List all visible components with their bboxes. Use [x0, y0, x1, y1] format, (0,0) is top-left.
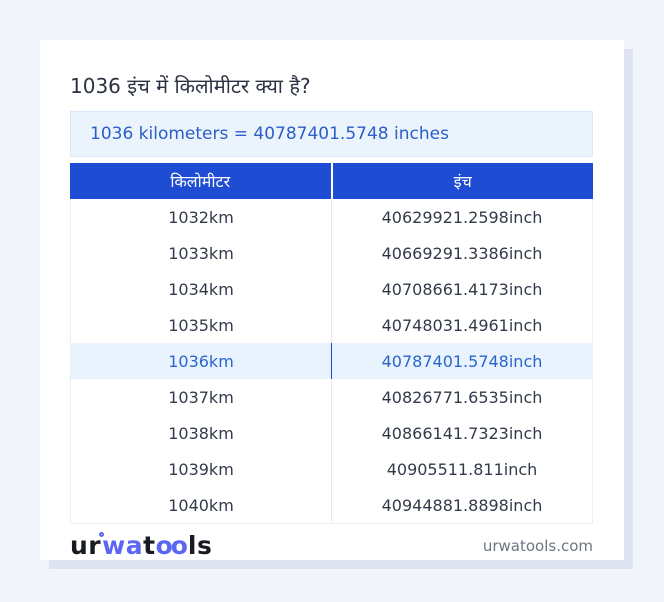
table-body: 1032km 40629921.2598inch 1033km 40669291…: [70, 199, 593, 524]
inch-cell: 40708661.4173inch: [381, 279, 543, 299]
table-header-kilometers: किलोमीटर: [70, 163, 333, 199]
logo-part-t: t: [143, 531, 156, 560]
km-cell: 1039km: [71, 451, 332, 487]
km-cell: 1036km: [71, 343, 332, 379]
km-cell: 1032km: [71, 199, 332, 235]
km-cell: 1034km: [71, 271, 332, 307]
conversion-result-box: 1036 kilometers = 40787401.5748 inches: [70, 111, 593, 157]
inch-cell: 40748031.4961inch: [381, 315, 543, 335]
km-cell: 1038km: [71, 415, 332, 451]
logo-part-ls: ls: [187, 531, 213, 560]
table-header-inches: इंच: [453, 172, 472, 191]
site-link[interactable]: urwatools.com: [482, 537, 593, 555]
urwatools-logo[interactable]: urwatools: [70, 531, 212, 561]
inch-cell: 40905511.811inch: [386, 459, 538, 479]
inch-cell: 40787401.5748inch: [381, 351, 543, 371]
inch-cell: 40826771.6535inch: [381, 387, 543, 407]
km-cell: 1033km: [71, 235, 332, 271]
table-row: 1032km 40629921.2598inch: [71, 199, 592, 235]
page-title: 1036 इंच में किलोमीटर क्या है?: [70, 74, 311, 98]
table-row: 1038km 40866141.7323inch: [71, 415, 592, 451]
conversion-table: किलोमीटर इंच 1032km 40629921.2598inch 10…: [70, 163, 593, 524]
table-header-row: किलोमीटर इंच: [70, 163, 593, 199]
inch-cell: 40944881.8898inch: [381, 495, 543, 515]
inch-cell: 40629921.2598inch: [381, 207, 543, 227]
km-cell: 1037km: [71, 379, 332, 415]
logo-part-ur: ur: [70, 531, 102, 560]
table-row: 1039km 40905511.811inch: [71, 451, 592, 487]
km-cell: 1040km: [71, 487, 332, 523]
logo-ring-icon: [99, 532, 105, 537]
inch-cell: 40866141.7323inch: [381, 423, 543, 443]
km-cell: 1035km: [71, 307, 332, 343]
table-row: 1037km 40826771.6535inch: [71, 379, 592, 415]
table-row: 1034km 40708661.4173inch: [71, 271, 592, 307]
conversion-result-text: 1036 kilometers = 40787401.5748 inches: [90, 124, 449, 144]
table-row: 1035km 40748031.4961inch: [71, 307, 592, 343]
conversion-card: 1036 इंच में किलोमीटर क्या है? 1036 kilo…: [40, 40, 624, 560]
table-row: 1033km 40669291.3386inch: [71, 235, 592, 271]
table-row-highlighted: 1036km 40787401.5748inch: [71, 343, 592, 379]
card-footer: urwatools urwatools.com: [70, 524, 593, 568]
logo-part-oo: oo: [155, 531, 188, 560]
inch-cell: 40669291.3386inch: [381, 243, 543, 263]
table-row: 1040km 40944881.8898inch: [71, 487, 592, 523]
logo-part-wa: wa: [102, 531, 144, 560]
